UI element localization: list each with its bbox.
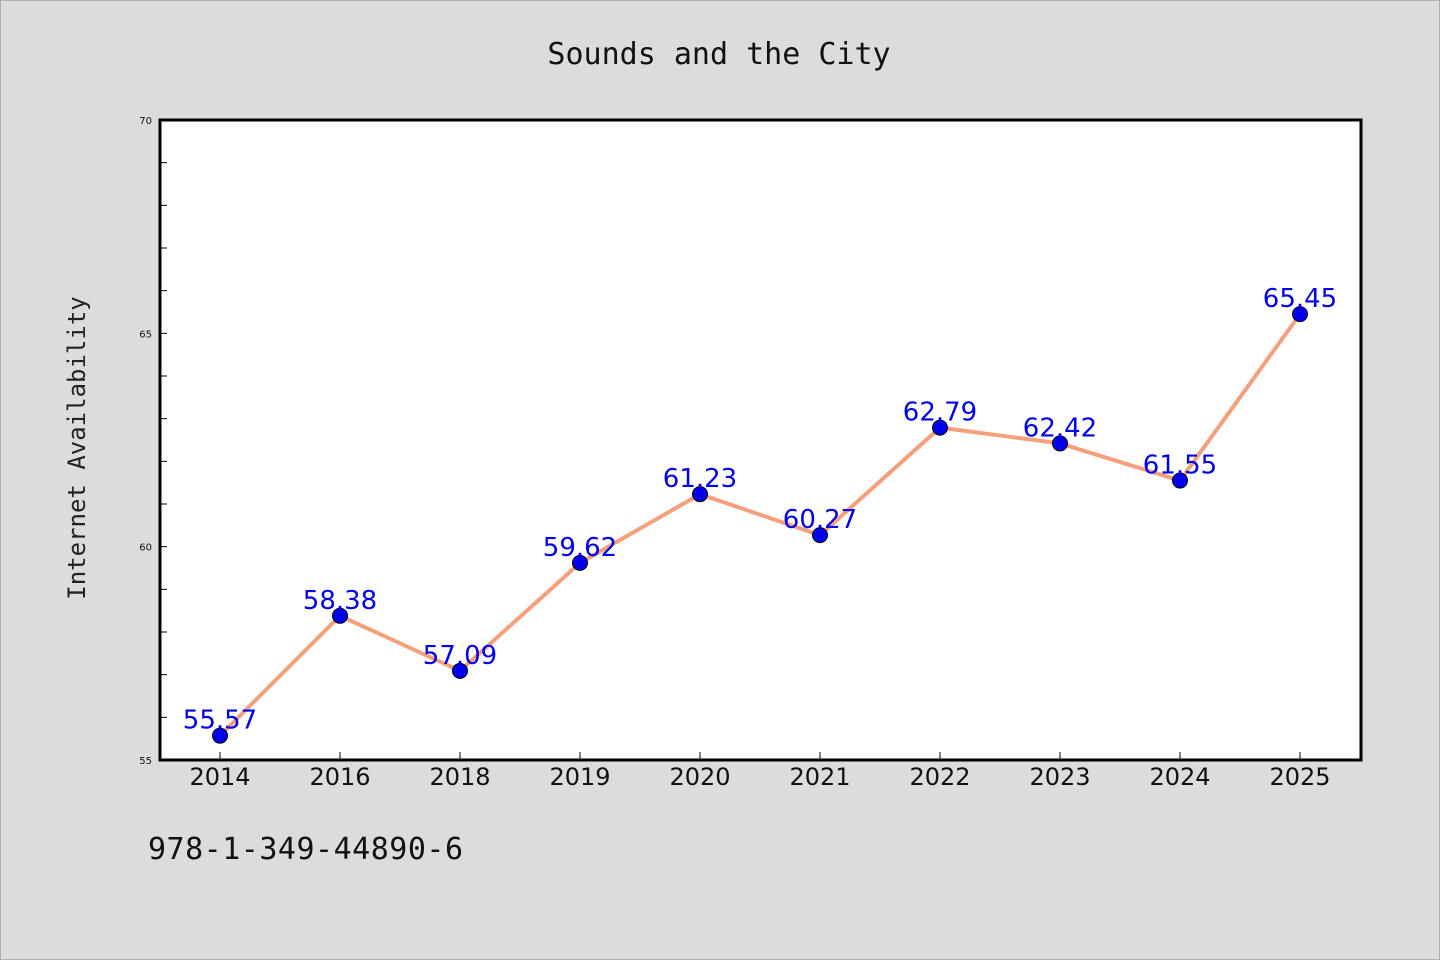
- y-tick-label: 65: [139, 329, 152, 340]
- data-label: 61.55: [1143, 451, 1217, 481]
- plot-area: [158, 118, 1363, 762]
- x-tick-label: 2014: [189, 763, 250, 791]
- data-label: 57.09: [423, 641, 497, 671]
- data-labels: 55.57 58.38 57.09 59.62 61.23 60.27 62.79 62.42…: [183, 284, 1337, 736]
- x-tick-label: 2016: [309, 763, 370, 791]
- isbn-caption: 978-1-349-44890-6: [148, 832, 464, 867]
- data-point: [1172, 472, 1188, 489]
- y-tick-label: 60: [139, 543, 152, 554]
- data-point: [692, 486, 708, 503]
- data-label: 61.23: [663, 464, 737, 494]
- data-point: [452, 662, 468, 679]
- data-label: 58.38: [303, 586, 377, 616]
- x-tick-label: 2018: [429, 763, 490, 791]
- data-label: 65.45: [1263, 284, 1337, 314]
- data-point: [212, 727, 228, 744]
- data-label: 62.79: [903, 398, 977, 428]
- y-axis-label: Internet Availability: [63, 296, 91, 599]
- x-axis-ticks: 2014 2016 2018 2019 2020 2021 2022 2023 2024 2025: [189, 752, 1331, 791]
- x-tick-label: 2022: [909, 763, 970, 791]
- y-axis-ticks: 55 60 65 70: [139, 116, 167, 767]
- y-tick-label: 55: [139, 756, 152, 767]
- data-point: [332, 607, 348, 624]
- x-tick-label: 2023: [1029, 763, 1090, 791]
- x-tick-label: 2025: [1269, 763, 1330, 791]
- data-point: [1052, 435, 1068, 452]
- data-label: 55.57: [183, 706, 257, 736]
- x-tick-label: 2020: [669, 763, 730, 791]
- data-point: [812, 527, 828, 544]
- data-label: 62.42: [1023, 413, 1097, 443]
- data-label: 59.62: [543, 533, 617, 563]
- data-point: [932, 419, 948, 436]
- y-tick-label: 70: [139, 116, 152, 127]
- series-layer: [212, 306, 1308, 744]
- data-point: [1292, 306, 1308, 323]
- x-tick-label: 2019: [549, 763, 610, 791]
- x-tick-label: 2024: [1149, 763, 1210, 791]
- series-line: [218, 312, 1302, 738]
- x-tick-label: 2021: [789, 763, 850, 791]
- chart-title: Sounds and the City: [547, 37, 890, 72]
- data-point: [572, 554, 588, 571]
- data-label: 60.27: [783, 505, 857, 535]
